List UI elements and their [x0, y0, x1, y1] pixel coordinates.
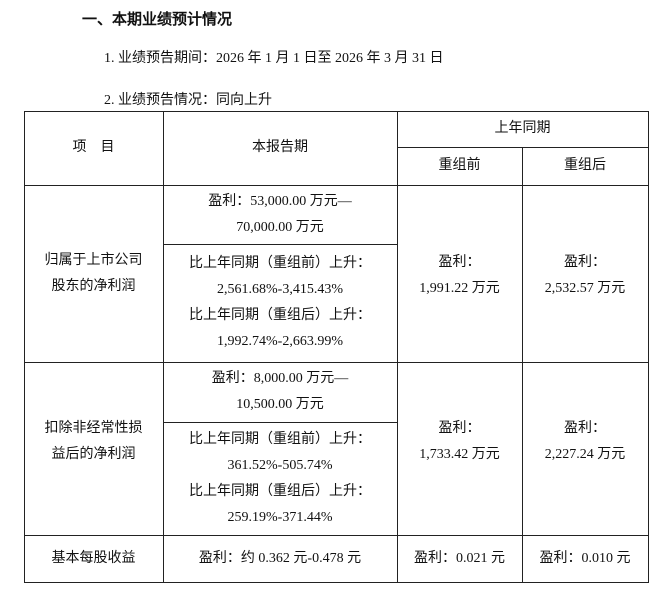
value-line: 361.52%-505.74% [227, 457, 333, 473]
value-line: 1,733.42 万元 [419, 446, 500, 462]
prior-before: 盈利：0.021 元 [397, 535, 522, 582]
header-text: 重组后 [564, 158, 606, 173]
value-line: 259.19%-371.44% [227, 509, 333, 525]
value-line: 比上年同期（重组后）上升： [189, 483, 371, 499]
value-line: 1,991.22 万元 [419, 280, 500, 296]
value-line: 盈利： [564, 420, 606, 436]
value-line: 比上年同期（重组前）上升： [189, 256, 371, 271]
value-line: 1,992.74%-2,663.99% [217, 334, 343, 349]
prior-after: 盈利： 2,227.24 万元 [522, 362, 648, 535]
value-line: 盈利： [438, 254, 481, 270]
border [163, 111, 164, 583]
header-text: 上年同期 [494, 121, 551, 136]
border [163, 244, 397, 245]
growth-rate: 比上年同期（重组前）上升： 2,561.68%-3,415.43% 比上年同期（… [163, 244, 397, 362]
border [24, 362, 648, 363]
label-line: 基本每股收益 [51, 550, 136, 566]
row-label: 基本每股收益 [24, 535, 163, 582]
border [522, 147, 523, 583]
border [24, 185, 648, 186]
section-title: 一、本期业绩预计情况 [82, 12, 233, 28]
current-profit: 盈利：53,000.00 万元— 70,000.00 万元 [163, 185, 397, 244]
header-text: 本报告期 [252, 140, 308, 155]
header-text: 重组前 [438, 158, 481, 173]
current-profit: 盈利：8,000.00 万元— 10,500.00 万元 [163, 362, 397, 422]
header-text: 项 目 [72, 140, 115, 155]
current-eps: 盈利：约 0.362 元-0.478 元 [163, 535, 397, 582]
value-line: 比上年同期（重组后）上升： [189, 308, 371, 323]
prior-before: 盈利： 1,733.42 万元 [397, 362, 522, 535]
value-line: 70,000.00 万元 [236, 219, 324, 235]
growth-rate: 比上年同期（重组前）上升： 361.52%-505.74% 比上年同期（重组后）… [163, 422, 397, 535]
header-prior-period: 上年同期 [397, 111, 648, 147]
row-label: 扣除非经常性损 益后的净利润 [24, 362, 163, 535]
forecast-type: 2. 业绩预告情况：同向上升 [104, 93, 272, 108]
border [24, 582, 648, 583]
value-line: 2,532.57 万元 [544, 280, 626, 296]
label-line: 益后的净利润 [51, 446, 136, 462]
value-line: 盈利： [564, 254, 606, 270]
border [648, 111, 649, 583]
value-line: 10,500.00 万元 [236, 397, 324, 412]
value-line: 盈利：约 0.362 元-0.478 元 [198, 550, 362, 566]
prior-after: 盈利：0.010 元 [522, 535, 648, 582]
value-line: 盈利：53,000.00 万元— [208, 193, 352, 209]
value-line: 盈利：0.021 元 [414, 550, 505, 566]
label-line: 归属于上市公司 [44, 252, 143, 268]
border [24, 111, 25, 583]
value-line: 盈利：0.010 元 [539, 550, 631, 566]
value-line: 2,561.68%-3,415.43% [217, 282, 343, 297]
prior-before: 盈利： 1,991.22 万元 [397, 185, 522, 362]
header-current-period: 本报告期 [163, 111, 397, 185]
border [397, 111, 398, 583]
row-label: 归属于上市公司 股东的净利润 [24, 185, 163, 362]
prior-after: 盈利： 2,532.57 万元 [522, 185, 648, 362]
value-line: 2,227.24 万元 [544, 446, 626, 462]
value-line: 比上年同期（重组前）上升： [189, 431, 371, 447]
border [163, 422, 397, 423]
header-before-reorg: 重组前 [397, 147, 522, 185]
border [24, 535, 648, 536]
border [24, 111, 648, 112]
label-line: 扣除非经常性损 [44, 420, 143, 436]
value-line: 盈利： [438, 420, 481, 436]
header-item: 项 目 [24, 111, 163, 185]
header-after-reorg: 重组后 [522, 147, 648, 185]
label-line: 股东的净利润 [51, 278, 136, 294]
value-line: 盈利：8,000.00 万元— [211, 371, 349, 386]
forecast-period: 1. 业绩预告期间：2026 年 1 月 1 日至 2026 年 3 月 31 … [104, 51, 444, 66]
